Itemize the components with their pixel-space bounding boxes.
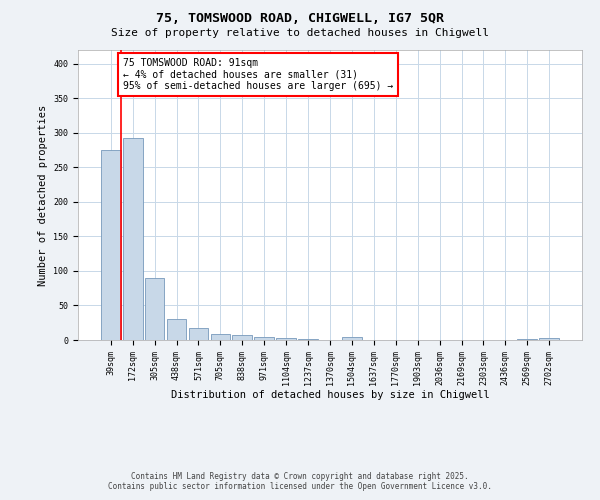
- Bar: [342, 336, 362, 340]
- Text: Contains HM Land Registry data © Crown copyright and database right 2025.: Contains HM Land Registry data © Crown c…: [131, 472, 469, 481]
- Bar: [167, 318, 187, 340]
- Bar: [517, 338, 537, 340]
- Bar: [539, 338, 559, 340]
- X-axis label: Distribution of detached houses by size in Chigwell: Distribution of detached houses by size …: [170, 390, 490, 400]
- Bar: [298, 338, 318, 340]
- Bar: [188, 328, 208, 340]
- Bar: [211, 334, 230, 340]
- Bar: [123, 138, 143, 340]
- Y-axis label: Number of detached properties: Number of detached properties: [38, 104, 48, 286]
- Bar: [145, 278, 164, 340]
- Text: Contains public sector information licensed under the Open Government Licence v3: Contains public sector information licen…: [108, 482, 492, 491]
- Text: 75 TOMSWOOD ROAD: 91sqm
← 4% of detached houses are smaller (31)
95% of semi-det: 75 TOMSWOOD ROAD: 91sqm ← 4% of detached…: [123, 58, 393, 92]
- Text: 75, TOMSWOOD ROAD, CHIGWELL, IG7 5QR: 75, TOMSWOOD ROAD, CHIGWELL, IG7 5QR: [156, 12, 444, 26]
- Text: Size of property relative to detached houses in Chigwell: Size of property relative to detached ho…: [111, 28, 489, 38]
- Bar: [101, 150, 121, 340]
- Bar: [232, 335, 252, 340]
- Bar: [276, 338, 296, 340]
- Bar: [254, 336, 274, 340]
